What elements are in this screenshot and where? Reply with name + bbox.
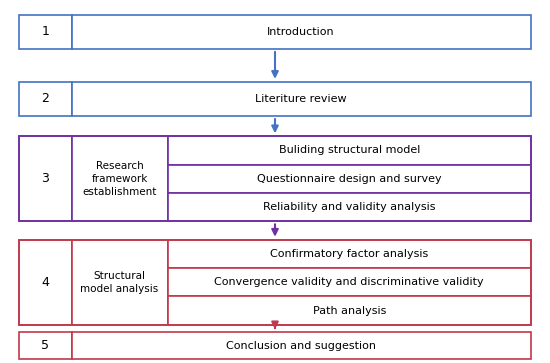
Text: Questionnaire design and survey: Questionnaire design and survey <box>257 174 442 184</box>
Bar <box>72 332 531 359</box>
Text: Literiture review: Literiture review <box>255 94 347 104</box>
Bar <box>168 240 531 268</box>
Bar <box>168 297 531 325</box>
Bar <box>19 332 72 359</box>
Bar <box>19 240 72 325</box>
Text: 2: 2 <box>41 93 50 105</box>
Text: Introduction: Introduction <box>267 27 335 37</box>
Bar <box>72 136 168 221</box>
Text: 4: 4 <box>41 276 50 289</box>
Text: 3: 3 <box>41 172 50 185</box>
Text: Research
framework
establishment: Research framework establishment <box>82 160 157 197</box>
Text: Convergence validity and discriminative validity: Convergence validity and discriminative … <box>214 277 484 287</box>
Text: Structural
model analysis: Structural model analysis <box>80 271 159 294</box>
Bar <box>72 15 531 49</box>
Text: Buliding structural model: Buliding structural model <box>278 145 420 155</box>
Bar <box>19 136 72 221</box>
Bar <box>19 15 72 49</box>
Text: Reliability and validity analysis: Reliability and validity analysis <box>263 202 436 212</box>
Bar <box>19 240 531 325</box>
Bar <box>168 193 531 221</box>
Text: 5: 5 <box>41 339 50 352</box>
Text: Path analysis: Path analysis <box>312 306 386 316</box>
Bar <box>168 136 531 164</box>
Bar <box>19 136 531 221</box>
Text: Conclusion and suggestion: Conclusion and suggestion <box>226 341 376 351</box>
Text: Confirmatory factor analysis: Confirmatory factor analysis <box>270 249 428 259</box>
Bar <box>168 268 531 297</box>
Bar <box>19 82 72 116</box>
Bar <box>72 82 531 116</box>
Text: 1: 1 <box>41 25 50 38</box>
Bar <box>72 240 168 325</box>
Bar <box>168 164 531 193</box>
